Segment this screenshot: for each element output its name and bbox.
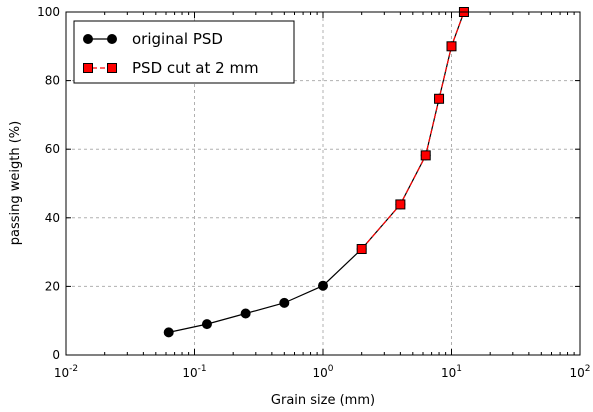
data-point — [83, 34, 93, 44]
legend-entry: original PSD — [83, 30, 223, 48]
data-point — [107, 63, 117, 73]
legend: original PSD PSD cut at 2 mm — [73, 20, 295, 84]
data-point — [420, 150, 431, 161]
data-point — [163, 327, 174, 338]
data-point — [318, 280, 328, 291]
series-line — [361, 11, 465, 250]
data-point — [446, 41, 457, 52]
y-tick-label: 60 — [45, 142, 60, 156]
legend-label: PSD cut at 2 mm — [132, 59, 259, 77]
series — [356, 7, 469, 255]
legend-entry: PSD cut at 2 mm — [83, 59, 259, 77]
data-point — [240, 308, 251, 319]
data-point — [107, 34, 117, 44]
data-point — [201, 319, 212, 330]
x-tick-label: 101 — [441, 364, 462, 380]
y-axis-label: passing weigth (%) — [8, 121, 23, 245]
x-tick-label: 10-1 — [182, 364, 206, 380]
tick-labels: 0 20 40 60 80 100 10-2 10-1 100 101 102 — [37, 5, 590, 380]
x-tick-label: 102 — [569, 364, 590, 380]
data-point — [434, 93, 445, 104]
x-axis-label: Grain size (mm) — [271, 393, 375, 408]
axis-ticks — [65, 11, 581, 356]
data-point — [83, 63, 93, 73]
legend-label: original PSD — [132, 30, 223, 48]
y-tick-label: 100 — [37, 5, 60, 19]
y-tick-label: 0 — [52, 348, 60, 362]
y-tick-label: 40 — [45, 211, 60, 225]
x-tick-label: 10-2 — [54, 364, 78, 380]
data-point — [356, 244, 367, 255]
x-tick-label: 100 — [312, 364, 333, 380]
data-point — [279, 297, 290, 308]
data-point — [395, 199, 406, 210]
y-tick-label: 20 — [45, 279, 60, 293]
y-tick-label: 80 — [45, 74, 60, 88]
